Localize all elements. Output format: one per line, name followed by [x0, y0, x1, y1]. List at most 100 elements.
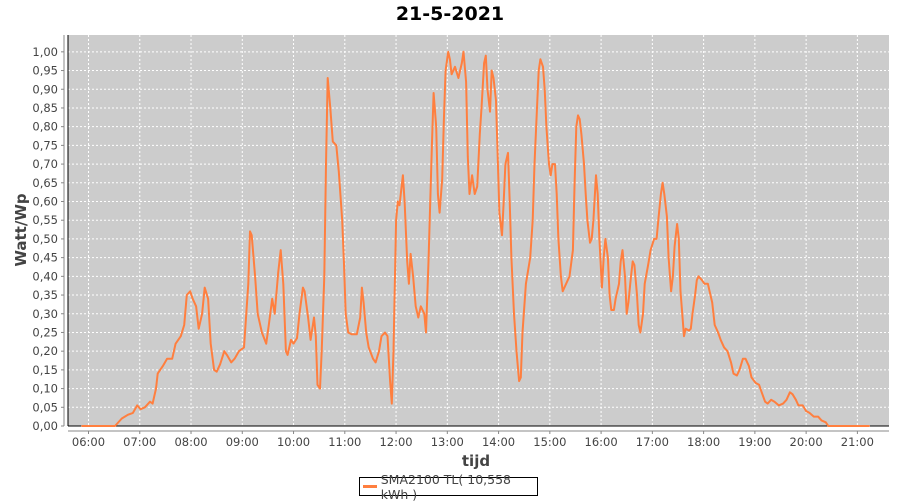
- data-point: [579, 118, 581, 120]
- data-point: [243, 346, 245, 348]
- data-point: [445, 69, 447, 72]
- data-point: [319, 388, 321, 390]
- data-point: [268, 324, 270, 326]
- data-point: [808, 412, 811, 414]
- x-axis-label: tijd: [462, 452, 490, 470]
- data-point: [144, 406, 146, 408]
- data-point: [591, 238, 593, 240]
- data-point: [249, 230, 251, 232]
- data-point: [736, 374, 738, 377]
- x-tick-label: 11:00: [328, 435, 361, 449]
- data-point: [462, 51, 465, 53]
- data-point: [632, 260, 634, 262]
- data-point: [636, 294, 638, 296]
- x-tick-label: 13:00: [431, 435, 464, 449]
- data-point: [585, 193, 587, 195]
- data-point: [310, 339, 312, 341]
- data-point: [498, 212, 500, 214]
- data-point: [630, 275, 632, 277]
- data-point: [412, 275, 414, 277]
- data-point: [431, 144, 433, 146]
- data-point: [149, 401, 151, 403]
- data-point: [247, 283, 249, 285]
- data-point: [510, 257, 512, 259]
- x-tick-label: 09:00: [226, 435, 259, 449]
- data-point: [451, 73, 453, 75]
- x-tick-label: 12:00: [379, 435, 412, 449]
- data-point: [642, 313, 644, 315]
- data-point: [507, 152, 509, 154]
- data-point: [132, 412, 134, 414]
- data-point: [347, 331, 349, 334]
- data-point: [491, 69, 493, 72]
- y-tick-label: 0,35: [32, 288, 58, 302]
- data-point: [368, 346, 370, 348]
- data-point: [501, 234, 503, 236]
- data-point: [162, 365, 164, 367]
- x-tick-label: 17:00: [636, 435, 669, 449]
- data-point: [797, 404, 800, 406]
- data-point: [468, 193, 471, 195]
- data-point: [226, 354, 228, 356]
- data-point: [343, 260, 345, 262]
- data-point: [557, 238, 560, 240]
- data-point: [204, 287, 206, 289]
- data-point: [114, 425, 116, 427]
- data-point: [633, 264, 636, 266]
- data-point: [152, 403, 154, 405]
- data-point: [744, 358, 747, 360]
- y-tick-label: 0,15: [32, 363, 58, 377]
- data-point: [257, 313, 259, 315]
- data-point: [563, 287, 566, 289]
- data-point: [604, 238, 607, 240]
- data-point: [778, 404, 780, 406]
- data-point: [825, 421, 827, 423]
- data-point: [265, 343, 267, 345]
- data-point: [785, 399, 788, 401]
- data-point: [277, 272, 279, 274]
- data-point: [548, 163, 550, 165]
- data-point: [437, 193, 439, 195]
- data-point: [691, 313, 694, 315]
- data-point: [198, 328, 200, 330]
- data-point: [81, 425, 83, 427]
- data-point: [492, 77, 495, 79]
- data-point: [639, 331, 642, 334]
- data-point: [254, 275, 256, 277]
- data-point: [207, 298, 209, 300]
- data-point: [441, 178, 443, 180]
- data-point: [685, 328, 687, 330]
- data-point: [489, 111, 491, 113]
- chart-title: 21-5-2021: [395, 3, 505, 25]
- data-point: [316, 384, 319, 386]
- data-point: [223, 350, 225, 352]
- legend-label: SMA2100 TL( 10,558 kWh ): [380, 471, 511, 502]
- data-point: [513, 313, 515, 315]
- data-point: [408, 283, 410, 285]
- x-tick-label: 06:00: [72, 435, 105, 449]
- data-point: [280, 249, 282, 251]
- data-point: [597, 193, 599, 195]
- data-point: [707, 283, 709, 285]
- data-point: [386, 335, 389, 337]
- data-point: [813, 416, 815, 418]
- data-point: [618, 283, 620, 285]
- data-point: [497, 156, 499, 158]
- data-point: [621, 249, 624, 251]
- data-point: [435, 126, 437, 128]
- x-tick-label: 14:00: [482, 435, 515, 449]
- data-point: [562, 290, 564, 292]
- data-point: [520, 376, 522, 378]
- data-point: [624, 275, 626, 277]
- legend-swatch: [363, 485, 377, 488]
- data-point: [755, 382, 757, 384]
- data-point: [820, 419, 823, 421]
- axes: [63, 35, 889, 432]
- data-point: [529, 257, 531, 259]
- data-point: [476, 185, 478, 188]
- data-point: [251, 234, 253, 236]
- data-point: [201, 313, 203, 315]
- data-point: [701, 279, 703, 281]
- data-point: [329, 107, 331, 109]
- x-axis-ticks: 06:00 07:00 08:00 09:00 10:00 11:00 12:00 13:00…: [72, 431, 874, 449]
